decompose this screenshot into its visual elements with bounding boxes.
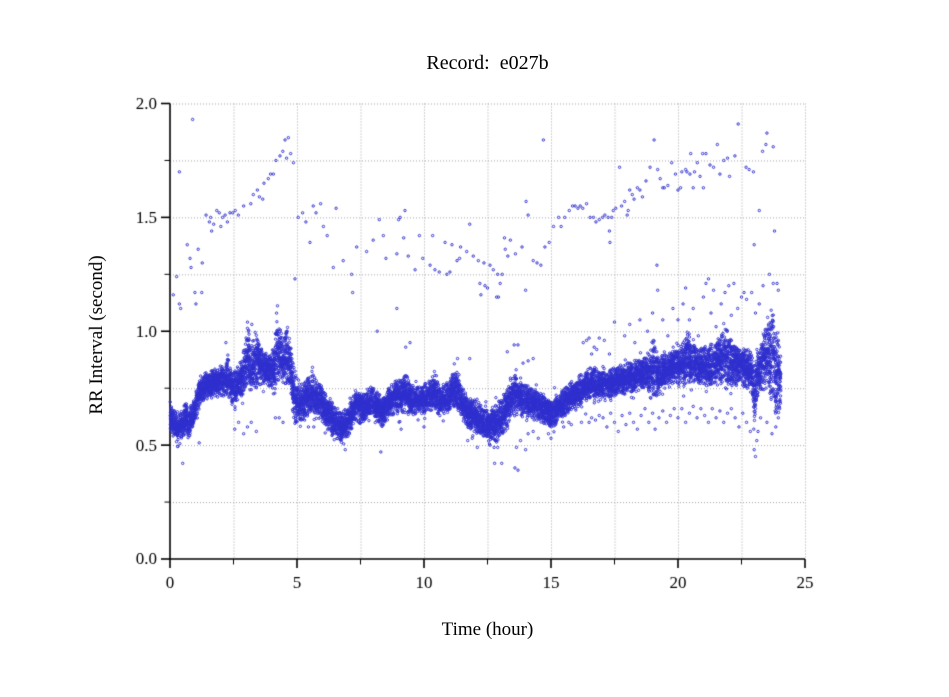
x-axis-label: Time (hour) — [441, 619, 534, 640]
chart-title: Record: e027b — [426, 52, 549, 74]
y-axis-label: RR Interval (second) — [86, 255, 107, 415]
